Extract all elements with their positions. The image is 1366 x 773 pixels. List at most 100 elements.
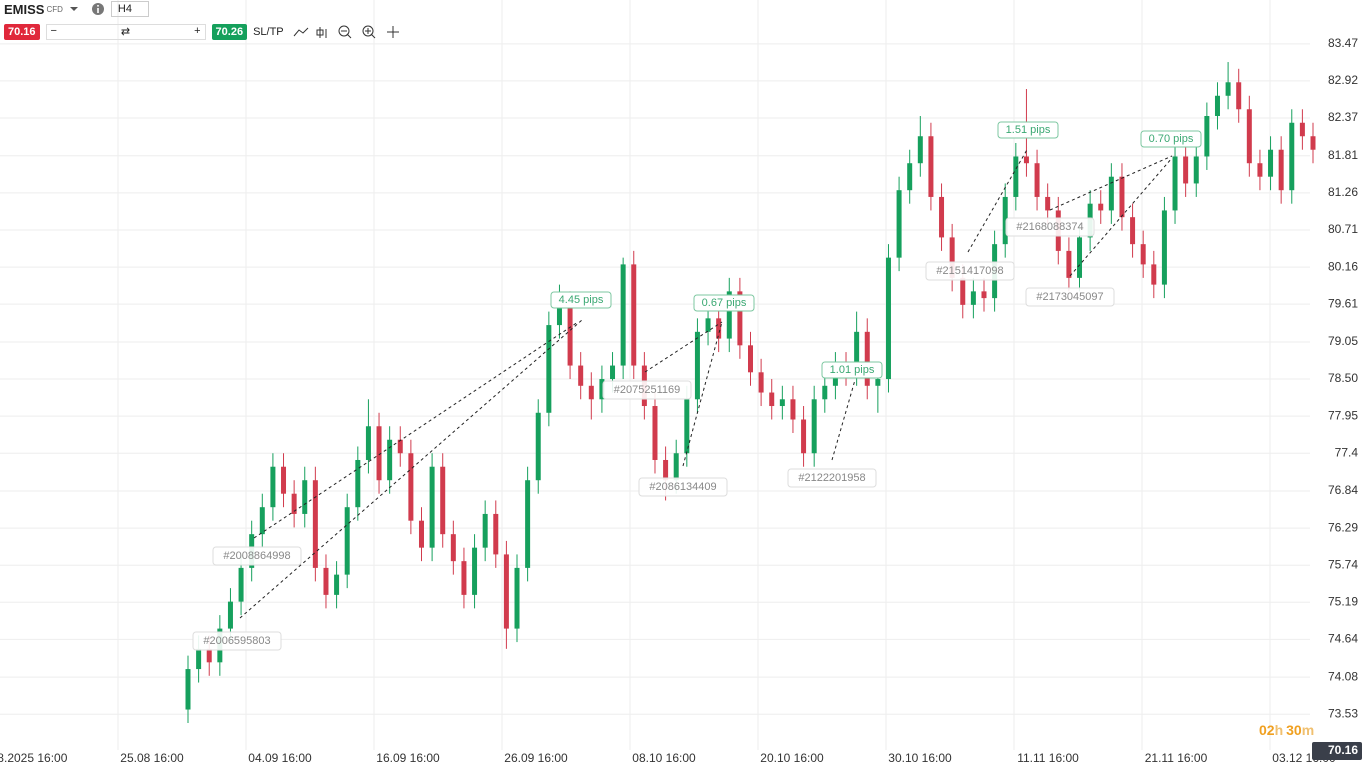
candle-body — [1193, 156, 1199, 184]
candle-body — [790, 399, 796, 420]
buy-price[interactable]: 70.26 — [211, 24, 248, 40]
candle-body — [811, 399, 817, 454]
candle — [1119, 163, 1125, 231]
candle-body — [1034, 163, 1040, 197]
candle — [387, 426, 393, 494]
candle-body — [1119, 176, 1125, 218]
candle-body — [556, 304, 562, 326]
trade-label-bg — [787, 468, 877, 488]
candle-body — [259, 507, 265, 535]
timeframe[interactable]: H4 — [110, 1, 149, 17]
y-tick-label: 76.84 — [1328, 483, 1358, 497]
trade-label-bg — [1025, 287, 1115, 307]
candle-body — [885, 257, 891, 380]
candle — [1310, 122, 1316, 164]
candle — [801, 406, 807, 467]
candle-body — [917, 136, 923, 164]
x-tick-label: 08.10 16:00 — [632, 751, 696, 765]
y-tick-label: 80.71 — [1328, 222, 1358, 236]
x-tick-label: 3.08.2025 16:00 — [0, 751, 68, 765]
candle — [1140, 230, 1146, 278]
candle-body — [1310, 136, 1316, 150]
candle-body — [1140, 244, 1146, 265]
candle — [259, 493, 265, 548]
candle — [493, 500, 499, 568]
candle — [1193, 142, 1199, 197]
candle-body — [355, 459, 361, 508]
candle-body — [631, 264, 637, 366]
candle-body — [1098, 203, 1104, 211]
candle-body — [694, 331, 700, 400]
candle-body — [429, 466, 435, 548]
candle — [1257, 149, 1263, 191]
candle — [291, 480, 297, 528]
sltp-button[interactable]: SL/TP — [253, 26, 284, 38]
candle-body — [312, 480, 318, 568]
candle-body — [387, 439, 393, 481]
candle-body — [334, 574, 340, 595]
candle — [376, 412, 382, 494]
pip-label: 1.01 pips — [830, 364, 875, 376]
candle-body — [1299, 122, 1305, 137]
sell-price[interactable]: 70.16 — [4, 24, 40, 40]
candle-body — [196, 648, 202, 670]
candle-body — [758, 372, 764, 393]
candle-body — [1289, 122, 1295, 191]
candle-body — [1045, 196, 1051, 211]
candle-body — [726, 291, 732, 339]
candle-body — [1066, 250, 1072, 278]
candle-body — [779, 399, 785, 407]
bar-timer: 02h 30m — [1259, 722, 1314, 738]
candle-body — [535, 412, 541, 481]
dropdown-icon[interactable] — [69, 4, 79, 14]
y-tick-label: 81.26 — [1328, 185, 1358, 199]
candle — [461, 547, 467, 609]
candle — [323, 554, 329, 609]
candle-body — [1183, 156, 1189, 184]
candle — [1183, 142, 1189, 197]
x-tick-label: 25.08 16:00 — [120, 751, 184, 765]
pip-label: 1.51 pips — [1006, 124, 1051, 136]
candle-body — [578, 365, 584, 386]
candle — [1066, 237, 1072, 292]
chart-tools[interactable] — [290, 24, 400, 40]
candle — [779, 385, 785, 420]
candle-body — [514, 567, 520, 629]
candle — [1289, 109, 1295, 204]
trade-label: #2168088374 — [1016, 221, 1083, 233]
candle-body — [652, 406, 658, 460]
x-tick-label: 21.11 16:00 — [1145, 751, 1208, 765]
candle — [907, 149, 913, 204]
candle-body — [875, 379, 881, 386]
candle — [917, 116, 923, 177]
candle-body — [281, 466, 287, 494]
candle — [758, 358, 764, 407]
pip-label-bg — [1140, 130, 1202, 148]
x-tick-label: 26.09 16:00 — [504, 751, 568, 765]
candle-body — [503, 554, 509, 629]
candle-body — [663, 459, 669, 481]
trade-label-bg — [638, 477, 728, 497]
quantity-input[interactable]: − ⇄ + — [45, 24, 206, 40]
candle-body — [588, 385, 594, 400]
candle — [546, 311, 552, 427]
symbol[interactable]: EMISS — [4, 1, 45, 17]
candle — [949, 223, 955, 292]
candle-body — [1214, 95, 1220, 117]
pip-label: 4.45 pips — [559, 294, 604, 306]
candle — [694, 318, 700, 413]
info-icon[interactable] — [91, 2, 105, 16]
candle-body — [238, 567, 244, 602]
candle — [1236, 68, 1242, 123]
candle-body — [981, 291, 987, 299]
candle — [1225, 62, 1231, 110]
trade-label: #2086134409 — [649, 481, 716, 493]
y-tick-label: 77.4 — [1335, 445, 1359, 459]
candle — [928, 122, 934, 211]
candle — [334, 561, 340, 609]
pip-label: 0.70 pips — [1149, 133, 1194, 145]
candle — [355, 446, 361, 521]
candle-body — [323, 567, 329, 595]
trade-line — [1069, 157, 1173, 277]
